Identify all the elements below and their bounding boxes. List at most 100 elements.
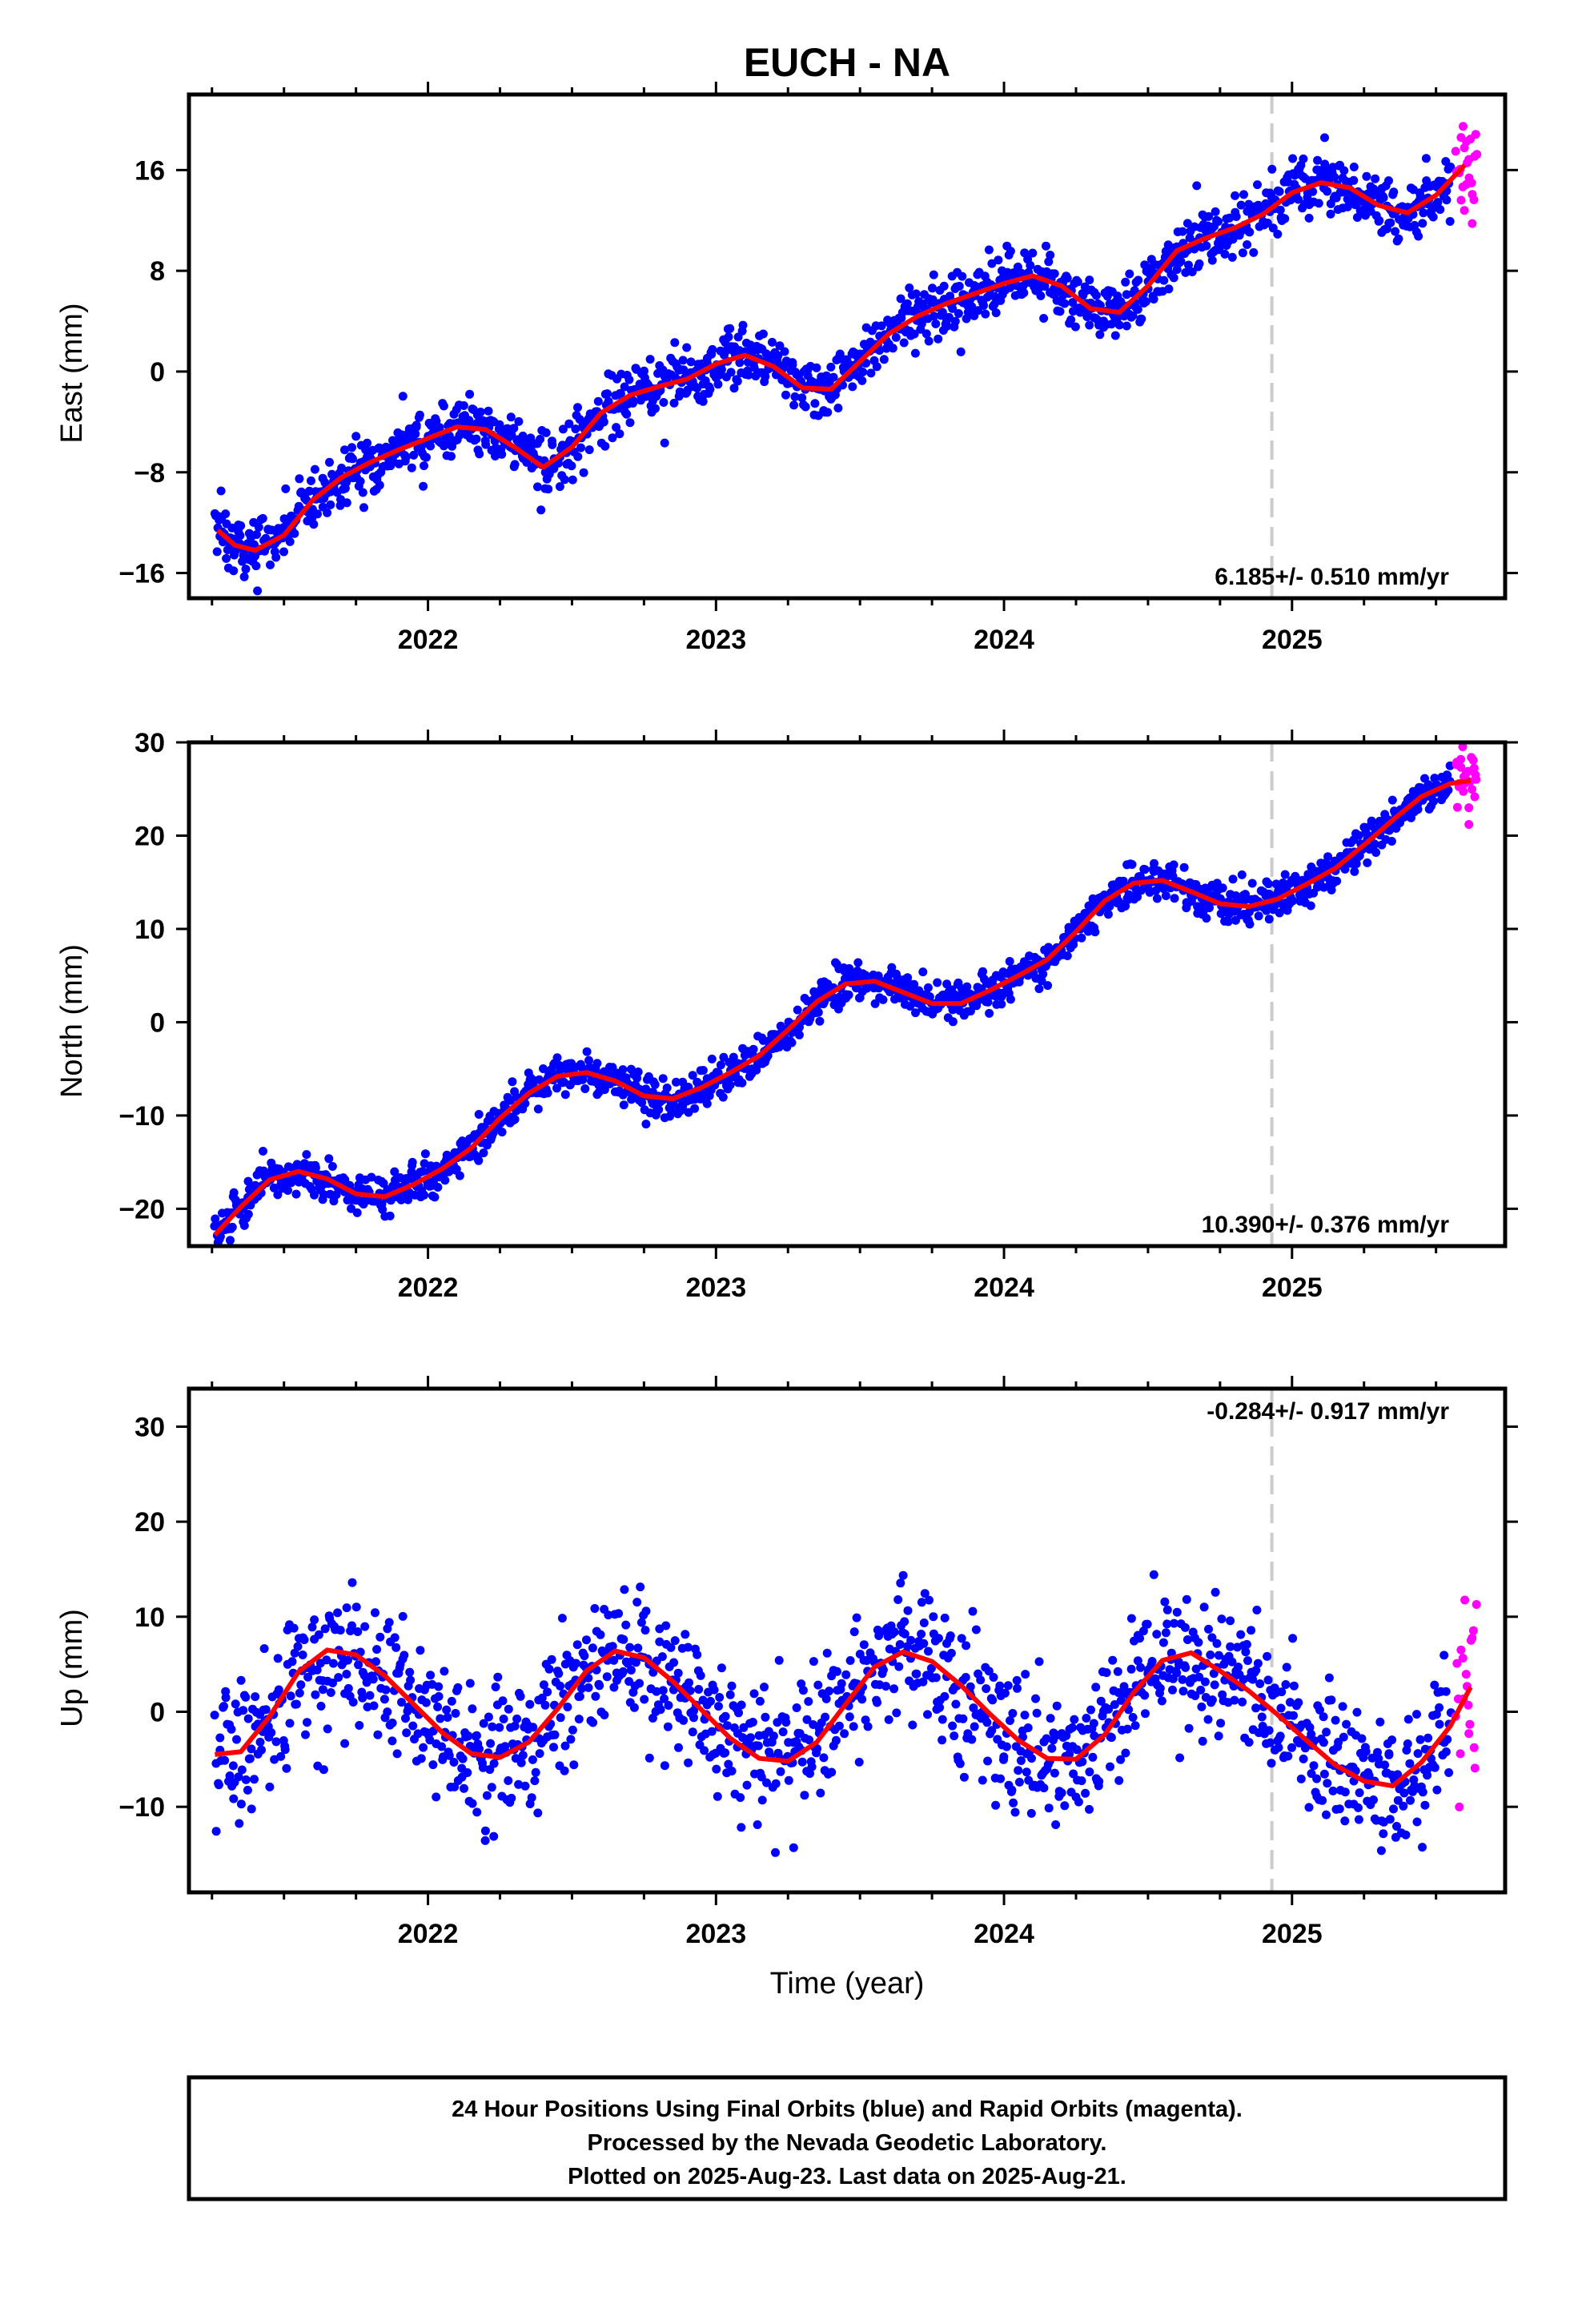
- up-data-point: [1216, 1719, 1226, 1728]
- up-data-point: [440, 1667, 449, 1676]
- east-data-point: [1125, 269, 1134, 279]
- east-data-point: [252, 530, 261, 539]
- up-data-point: [881, 1682, 890, 1691]
- east-data-point: [342, 498, 351, 508]
- east-data-point: [1073, 277, 1082, 287]
- east-data-point: [1304, 213, 1314, 223]
- up-data-point: [854, 1757, 864, 1767]
- north-data-point: [1247, 879, 1257, 888]
- up-data-point: [312, 1665, 322, 1675]
- up-data-point: [1309, 1761, 1319, 1771]
- north-data-point: [1452, 802, 1462, 812]
- up-data-point: [940, 1613, 950, 1622]
- up-data-point: [771, 1848, 780, 1857]
- up-data-point: [664, 1701, 673, 1710]
- north-data-point: [582, 1047, 592, 1056]
- north-data-point: [905, 1002, 915, 1011]
- east-data-point: [426, 441, 436, 451]
- up-data-point: [465, 1679, 475, 1688]
- east-data-point: [309, 520, 319, 529]
- east-data-point: [290, 529, 299, 538]
- up-data-point: [1214, 1731, 1223, 1741]
- up-data-point: [1375, 1717, 1385, 1727]
- north-data-point: [1034, 984, 1044, 994]
- up-data-point: [1207, 1633, 1217, 1642]
- up-data-point: [934, 1634, 943, 1643]
- up-data-point: [918, 1677, 928, 1687]
- east-data-point: [1006, 247, 1015, 256]
- east-data-point: [510, 460, 520, 469]
- north-data-point: [1169, 860, 1178, 870]
- up-data-point: [560, 1741, 570, 1751]
- up-data-point: [1340, 1787, 1350, 1797]
- up-data-point: [372, 1645, 382, 1655]
- east-data-point: [640, 366, 648, 376]
- up-data-point: [1009, 1798, 1018, 1807]
- east-data-point: [1225, 213, 1235, 223]
- east-data-point: [616, 389, 625, 399]
- north-data-point: [887, 963, 897, 972]
- up-data-point: [660, 1694, 669, 1703]
- up-data-point: [1263, 1651, 1272, 1661]
- up-data-point: [463, 1768, 472, 1777]
- up-data-point: [1178, 1687, 1188, 1696]
- east-data-point: [1268, 223, 1278, 233]
- up-data-point: [479, 1719, 488, 1728]
- up-data-point: [247, 1744, 256, 1754]
- east-data-point: [222, 553, 231, 563]
- up-data-point: [318, 1685, 327, 1695]
- up-data-point: [1406, 1795, 1415, 1805]
- up-data-point: [693, 1650, 702, 1659]
- north-data-point: [331, 1190, 341, 1200]
- up-fit-curve: [215, 1647, 1473, 1789]
- up-data-point: [674, 1743, 683, 1752]
- up-data-point: [1211, 1587, 1220, 1597]
- up-data-point: [347, 1621, 356, 1630]
- east-data-point: [911, 289, 921, 299]
- up-data-point: [408, 1721, 418, 1731]
- up-data-point: [584, 1683, 593, 1692]
- up-data-point: [1042, 1734, 1051, 1743]
- up-data-point: [694, 1685, 704, 1694]
- up-data-point: [1226, 1616, 1235, 1626]
- east-data-point: [1176, 256, 1186, 266]
- north-data-point: [251, 1180, 260, 1190]
- up-data-point: [1413, 1749, 1423, 1759]
- north-data-point: [749, 1044, 758, 1054]
- up-data-point: [257, 1745, 266, 1755]
- east-data-point: [789, 400, 799, 410]
- north-data-point: [918, 967, 928, 977]
- up-data-point: [1379, 1829, 1388, 1839]
- up-data-point: [724, 1759, 733, 1769]
- north-data-point: [1179, 862, 1189, 872]
- up-data-point: [1023, 1723, 1033, 1732]
- north-data-point: [390, 1167, 400, 1176]
- east-data-point: [899, 338, 909, 348]
- up-data-point: [737, 1823, 746, 1832]
- up-data-point: [1000, 1688, 1010, 1698]
- up-data-point: [261, 1705, 271, 1715]
- up-data-point: [773, 1718, 782, 1727]
- up-data-point: [271, 1737, 281, 1747]
- up-data-point: [1376, 1846, 1386, 1856]
- up-data-point: [849, 1627, 859, 1637]
- up-data-point: [588, 1718, 598, 1727]
- up-data-point: [774, 1655, 784, 1665]
- up-data-point: [725, 1690, 735, 1699]
- east-data-point: [991, 308, 1001, 318]
- east-data-point: [931, 319, 941, 328]
- east-data-point: [1469, 195, 1479, 204]
- up-data-point: [326, 1688, 335, 1697]
- up-data-point: [1243, 1656, 1252, 1666]
- up-data-point: [1399, 1801, 1408, 1811]
- up-data-point: [1230, 1695, 1239, 1705]
- up-data-point: [1412, 1710, 1421, 1719]
- east-data-point: [568, 475, 577, 485]
- up-data-point: [988, 1695, 998, 1705]
- up-data-point: [468, 1799, 477, 1808]
- north-data-point: [1103, 910, 1113, 919]
- up-data-point: [241, 1692, 251, 1702]
- east-data-point: [773, 351, 783, 360]
- up-data-point: [1361, 1747, 1371, 1756]
- up-data-point: [1441, 1687, 1451, 1696]
